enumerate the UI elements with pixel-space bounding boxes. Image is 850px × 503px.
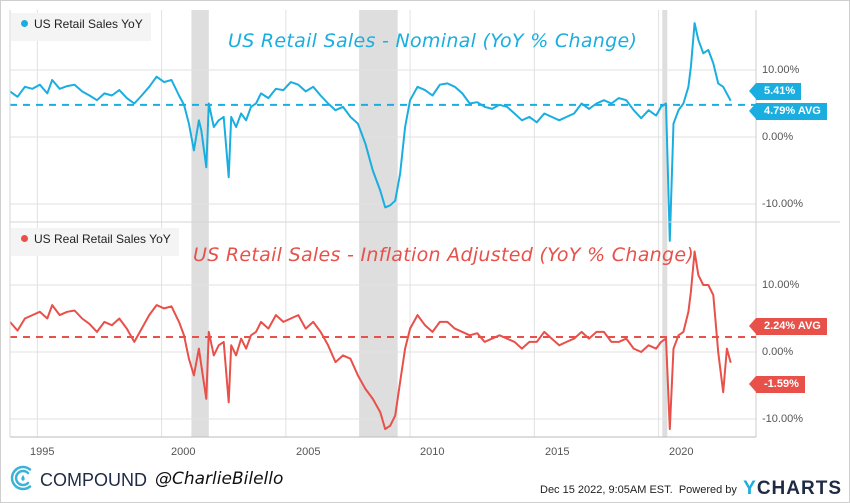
recession-band-nominal-0	[191, 10, 209, 222]
legend-dot-real	[21, 235, 28, 242]
x-tick-1995: 1995	[30, 446, 55, 458]
legend-dot-nominal	[21, 20, 28, 27]
chart-title-nominal: US Retail Sales - Nominal (YoY % Change)	[228, 30, 638, 52]
avg-badge-nominal: 4.79% AVG	[749, 103, 827, 120]
x-tick-2005: 2005	[296, 446, 321, 458]
ycharts-logo[interactable]: YCHARTS	[743, 478, 842, 500]
recession-band-real-1	[359, 222, 398, 437]
timestamp-text: Dec 15 2022, 9:05AM EST.	[540, 484, 673, 496]
y-tick-bottom-neg10: -10.00%	[762, 413, 803, 425]
last-value-badge-real: -1.59%	[749, 376, 805, 393]
last-value-label-real: -1.59%	[764, 378, 799, 390]
twitter-handle[interactable]: @CharlieBilello	[155, 469, 284, 489]
x-tick-2015: 2015	[545, 446, 570, 458]
avg-label-real: 2.24% AVG	[764, 320, 821, 332]
powered-by-text: Powered by	[678, 484, 737, 496]
timestamp: Dec 15 2022, 9:05AM EST. Powered by	[540, 484, 737, 496]
ycharts-wordmark: CHARTS	[756, 478, 842, 499]
last-value-label-nominal: 5.41%	[764, 85, 796, 97]
recession-band-real-2	[662, 222, 668, 437]
avg-label-nominal: 4.79% AVG	[764, 105, 821, 117]
legend-real[interactable]: US Real Retail Sales YoY	[11, 228, 179, 256]
x-tick-2020: 2020	[669, 446, 694, 458]
x-tick-2000: 2000	[171, 446, 196, 458]
chart-title-real: US Retail Sales - Inflation Adjusted (Yo…	[193, 244, 695, 266]
recession-band-nominal-2	[662, 10, 668, 222]
series-line-nominal	[9, 22, 732, 242]
ycharts-y: Y	[743, 478, 757, 499]
series-line-real	[9, 250, 732, 431]
legend-label-nominal: US Retail Sales YoY	[34, 17, 143, 31]
y-tick-bottom-10: 10.00%	[762, 279, 800, 291]
avg-badge-real: 2.24% AVG	[749, 318, 827, 335]
y-tick-top-0: 0.00%	[762, 131, 794, 143]
y-tick-top-10: 10.00%	[762, 64, 800, 76]
brand-name: COMPOUND	[40, 470, 147, 490]
legend-label-real: US Real Retail Sales YoY	[34, 232, 171, 246]
last-value-badge-nominal: 5.41%	[748, 83, 802, 100]
y-tick-top-neg10: -10.00%	[762, 198, 803, 210]
x-tick-2010: 2010	[420, 446, 445, 458]
legend-nominal[interactable]: US Retail Sales YoY	[11, 13, 151, 41]
y-tick-bottom-0: 0.00%	[762, 346, 794, 358]
compound-logo-icon	[10, 465, 32, 491]
